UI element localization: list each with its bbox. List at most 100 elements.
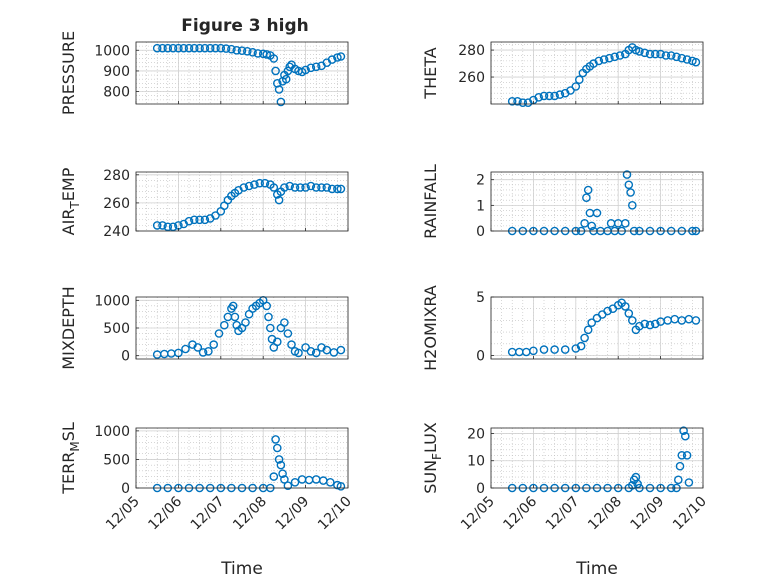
data-point bbox=[691, 57, 701, 67]
data-point bbox=[621, 302, 630, 311]
data-point bbox=[333, 184, 342, 194]
data-point bbox=[271, 66, 280, 76]
panel-terr_msl: 0 500 1000 12/05 12/06 12/07 12/08 12/09 12/10 Ti… bbox=[59, 422, 355, 579]
data-point bbox=[677, 450, 687, 460]
data-point bbox=[336, 184, 346, 194]
y-tick-label: 1000 bbox=[94, 43, 130, 59]
panel-theta: 260 280 THETA bbox=[421, 41, 704, 107]
data-point bbox=[599, 55, 609, 64]
y-axis-label: THETA bbox=[421, 47, 440, 99]
data-point bbox=[290, 183, 300, 192]
panel-air_temp: 240 260 280 AIRTEMP bbox=[59, 167, 349, 240]
data-point bbox=[274, 85, 284, 94]
data-point bbox=[301, 183, 310, 192]
data-point bbox=[274, 195, 284, 205]
data-point bbox=[193, 343, 203, 352]
data-point bbox=[179, 43, 188, 53]
data-point bbox=[580, 218, 589, 228]
data-point bbox=[271, 435, 280, 444]
x-tick-label: 12/08 bbox=[585, 494, 625, 534]
data-point bbox=[622, 170, 632, 179]
data-point bbox=[645, 49, 655, 59]
y-tick-label: 500 bbox=[103, 452, 130, 468]
data-point bbox=[539, 345, 549, 354]
data-point bbox=[269, 54, 279, 63]
y-tick-label: 800 bbox=[103, 85, 130, 101]
data-point bbox=[507, 97, 517, 106]
data-point bbox=[152, 221, 162, 230]
data-point bbox=[336, 52, 346, 61]
x-tick-label: 12/07 bbox=[543, 494, 583, 534]
data-point bbox=[200, 43, 210, 53]
data-point bbox=[189, 215, 199, 225]
x-tick-label: 12/09 bbox=[273, 494, 313, 534]
data-point bbox=[281, 74, 291, 84]
y-tick-label: 20 bbox=[467, 426, 485, 442]
data-point bbox=[158, 43, 167, 53]
data-point bbox=[198, 348, 208, 357]
x-axis-label: Time bbox=[575, 559, 618, 579]
data-point bbox=[682, 450, 692, 460]
data-point bbox=[677, 53, 687, 63]
data-point bbox=[272, 443, 282, 453]
x-tick-label: 12/06 bbox=[145, 493, 185, 533]
data-point bbox=[301, 65, 310, 75]
data-point bbox=[624, 309, 634, 318]
data-point bbox=[672, 52, 681, 62]
data-point bbox=[603, 306, 612, 316]
data-point bbox=[640, 48, 650, 58]
data-point bbox=[681, 431, 690, 441]
y-tick-label: 900 bbox=[103, 64, 130, 80]
data-point bbox=[513, 97, 522, 106]
y-tick-label: 240 bbox=[103, 224, 130, 240]
data-point bbox=[325, 477, 335, 487]
data-point bbox=[624, 180, 634, 190]
panel-sun_flux: 0 10 20 12/05 12/06 12/07 12/08 12/09 12/10 Time S… bbox=[421, 422, 710, 579]
data-point bbox=[239, 183, 249, 192]
y-tick-label: 500 bbox=[103, 321, 130, 337]
data-point bbox=[550, 345, 559, 354]
data-point bbox=[163, 43, 173, 53]
data-point bbox=[582, 193, 591, 202]
y-axis-label: RAINFALL bbox=[421, 164, 440, 239]
panel-h2omixra: 0 5 H2OMIXRA bbox=[421, 285, 704, 371]
data-point bbox=[287, 340, 296, 349]
data-point bbox=[651, 319, 660, 329]
y-tick-label: 280 bbox=[103, 168, 130, 184]
figure-title: Figure 3 high bbox=[181, 16, 309, 36]
data-point bbox=[204, 346, 213, 356]
y-tick-label: 0 bbox=[476, 481, 485, 497]
plot-area bbox=[491, 172, 703, 231]
data-point bbox=[539, 91, 549, 101]
data-point bbox=[184, 43, 194, 53]
data-point bbox=[580, 333, 589, 343]
data-point bbox=[255, 178, 265, 188]
data-point bbox=[163, 222, 173, 232]
data-point bbox=[645, 320, 655, 330]
data-point bbox=[322, 183, 332, 192]
data-point bbox=[219, 320, 229, 330]
y-tick-label: 0 bbox=[476, 348, 485, 364]
data-point bbox=[228, 301, 238, 311]
data-point bbox=[306, 181, 316, 191]
data-point bbox=[560, 345, 570, 354]
data-point bbox=[571, 82, 581, 91]
data-point bbox=[241, 318, 250, 327]
y-tick-label: 0 bbox=[121, 349, 130, 365]
data-point bbox=[651, 49, 660, 59]
data-point bbox=[211, 43, 220, 53]
data-point bbox=[184, 216, 194, 226]
data-point bbox=[311, 183, 321, 192]
data-point bbox=[529, 346, 538, 356]
plot-area bbox=[136, 172, 348, 231]
x-tick-label: 12/05 bbox=[458, 494, 498, 534]
data-point bbox=[575, 75, 584, 84]
data-point bbox=[216, 43, 226, 53]
x-tick-label: 12/10 bbox=[315, 494, 355, 534]
data-point bbox=[168, 43, 178, 53]
data-point bbox=[168, 222, 178, 232]
y-tick-label: 10 bbox=[467, 454, 485, 470]
data-point bbox=[189, 43, 199, 53]
data-point bbox=[227, 44, 236, 54]
data-point bbox=[684, 478, 694, 487]
